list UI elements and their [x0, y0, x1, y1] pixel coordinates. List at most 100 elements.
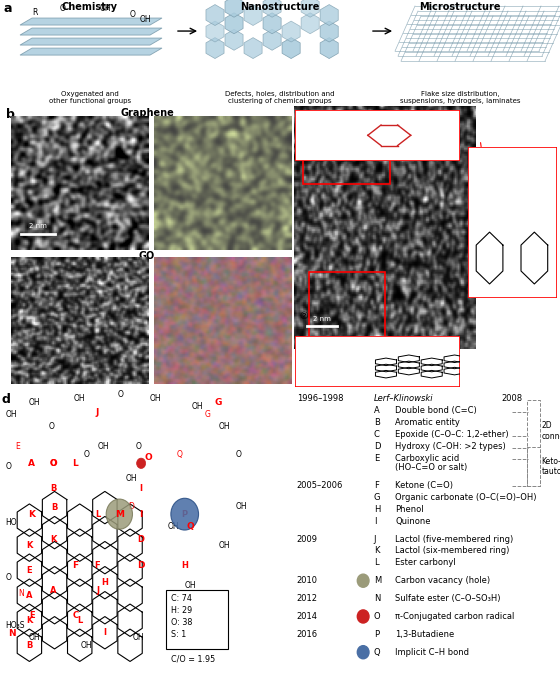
Text: Double bond (C=C): Double bond (C=C): [395, 406, 477, 415]
Text: K: K: [29, 510, 35, 519]
Text: OH: OH: [140, 15, 152, 24]
Polygon shape: [282, 21, 300, 42]
Polygon shape: [206, 38, 224, 58]
Text: OH: OH: [219, 541, 231, 551]
Text: 2 nm: 2 nm: [313, 316, 331, 322]
Text: M: M: [115, 510, 124, 519]
Polygon shape: [225, 0, 243, 17]
Text: D: D: [138, 535, 144, 544]
Text: A: A: [29, 459, 35, 468]
Text: Carbon vacancy (hole): Carbon vacancy (hole): [395, 576, 490, 585]
Polygon shape: [282, 38, 300, 58]
Text: OH: OH: [192, 402, 203, 412]
Text: Q: Q: [374, 648, 380, 657]
Text: F: F: [72, 560, 78, 569]
Polygon shape: [320, 5, 338, 25]
Polygon shape: [20, 18, 162, 25]
Text: O: O: [5, 573, 11, 582]
Text: Ester carbonyl: Ester carbonyl: [395, 558, 456, 567]
Text: O: O: [60, 4, 66, 13]
Text: P: P: [374, 630, 379, 639]
Text: A: A: [374, 406, 380, 415]
Text: E: E: [26, 566, 32, 575]
Text: O: O: [50, 459, 58, 468]
Text: Chemistry: Chemistry: [62, 2, 118, 12]
Polygon shape: [301, 13, 319, 34]
Text: a: a: [4, 2, 12, 15]
Polygon shape: [20, 28, 162, 35]
Text: 2 nm: 2 nm: [29, 223, 46, 229]
Text: B: B: [26, 640, 32, 650]
Text: D: D: [374, 442, 380, 451]
Text: Hydroxy (C–OH: >2 types): Hydroxy (C–OH: >2 types): [395, 442, 506, 451]
Text: b: b: [6, 108, 15, 121]
Circle shape: [106, 499, 133, 530]
Text: F: F: [374, 481, 379, 490]
Text: π-Conjugated carbon radical: π-Conjugated carbon radical: [395, 612, 515, 621]
Bar: [166, 590, 228, 649]
Text: Sulfate ester (C–O–SO₃H): Sulfate ester (C–O–SO₃H): [395, 594, 501, 603]
Text: L: L: [374, 558, 379, 567]
Text: G: G: [214, 399, 222, 408]
Text: OH: OH: [184, 581, 196, 590]
Text: J: J: [374, 534, 376, 543]
Text: OH: OH: [29, 633, 40, 642]
Polygon shape: [225, 29, 243, 50]
Text: K: K: [26, 540, 32, 549]
Bar: [309, 271, 385, 340]
Text: I: I: [374, 516, 376, 525]
Text: 2008: 2008: [502, 395, 522, 403]
Polygon shape: [206, 21, 224, 42]
Text: I: I: [139, 510, 143, 519]
Text: OH: OH: [167, 521, 179, 531]
Text: Lactol (six-membered ring): Lactol (six-membered ring): [395, 547, 510, 556]
Text: J: J: [96, 408, 99, 417]
Polygon shape: [20, 48, 162, 55]
Circle shape: [171, 498, 199, 530]
Text: Lerf–Klinowski: Lerf–Klinowski: [374, 395, 433, 403]
Text: O: O: [130, 10, 136, 19]
Text: 2010: 2010: [297, 576, 318, 585]
Text: Carboxylic acid: Carboxylic acid: [395, 454, 459, 463]
Text: O: O: [374, 612, 380, 621]
Text: G: G: [204, 410, 211, 419]
Text: 1,3-Butadiene: 1,3-Butadiene: [395, 630, 454, 639]
Text: Phenol: Phenol: [395, 505, 424, 514]
Text: G: G: [374, 493, 380, 502]
Polygon shape: [244, 5, 262, 25]
Text: O: O: [235, 450, 241, 459]
Text: OH: OH: [150, 395, 161, 403]
Text: ①: ①: [299, 114, 308, 125]
Text: d: d: [2, 393, 11, 406]
Text: I: I: [104, 628, 106, 637]
Text: HO: HO: [5, 518, 17, 527]
Polygon shape: [225, 13, 243, 34]
Text: H: H: [101, 578, 108, 587]
Text: C: C: [72, 612, 78, 621]
Text: OH: OH: [125, 474, 137, 483]
Text: 2014: 2014: [297, 612, 318, 621]
Text: N: N: [8, 629, 16, 638]
Text: F: F: [95, 560, 100, 569]
Text: Organic carbonate (O–C(=O)–OH): Organic carbonate (O–C(=O)–OH): [395, 493, 536, 502]
Text: Quinone: Quinone: [395, 516, 431, 525]
Text: OH: OH: [29, 399, 40, 408]
Text: D: D: [128, 501, 134, 511]
Text: E: E: [15, 442, 20, 451]
Text: H: H: [374, 505, 380, 514]
Polygon shape: [320, 38, 338, 58]
Text: Aromatic entity: Aromatic entity: [395, 419, 460, 427]
Polygon shape: [206, 5, 224, 25]
Circle shape: [357, 610, 369, 623]
Text: N: N: [18, 589, 24, 598]
Text: OH: OH: [133, 633, 144, 642]
Text: Q: Q: [186, 521, 194, 531]
Text: OH: OH: [74, 395, 85, 403]
Text: E: E: [29, 612, 35, 621]
Text: O: O: [83, 450, 90, 459]
Polygon shape: [244, 38, 262, 58]
Text: 2009: 2009: [297, 534, 318, 543]
Text: I: I: [139, 484, 143, 493]
Text: K: K: [26, 616, 32, 625]
Circle shape: [137, 458, 146, 469]
